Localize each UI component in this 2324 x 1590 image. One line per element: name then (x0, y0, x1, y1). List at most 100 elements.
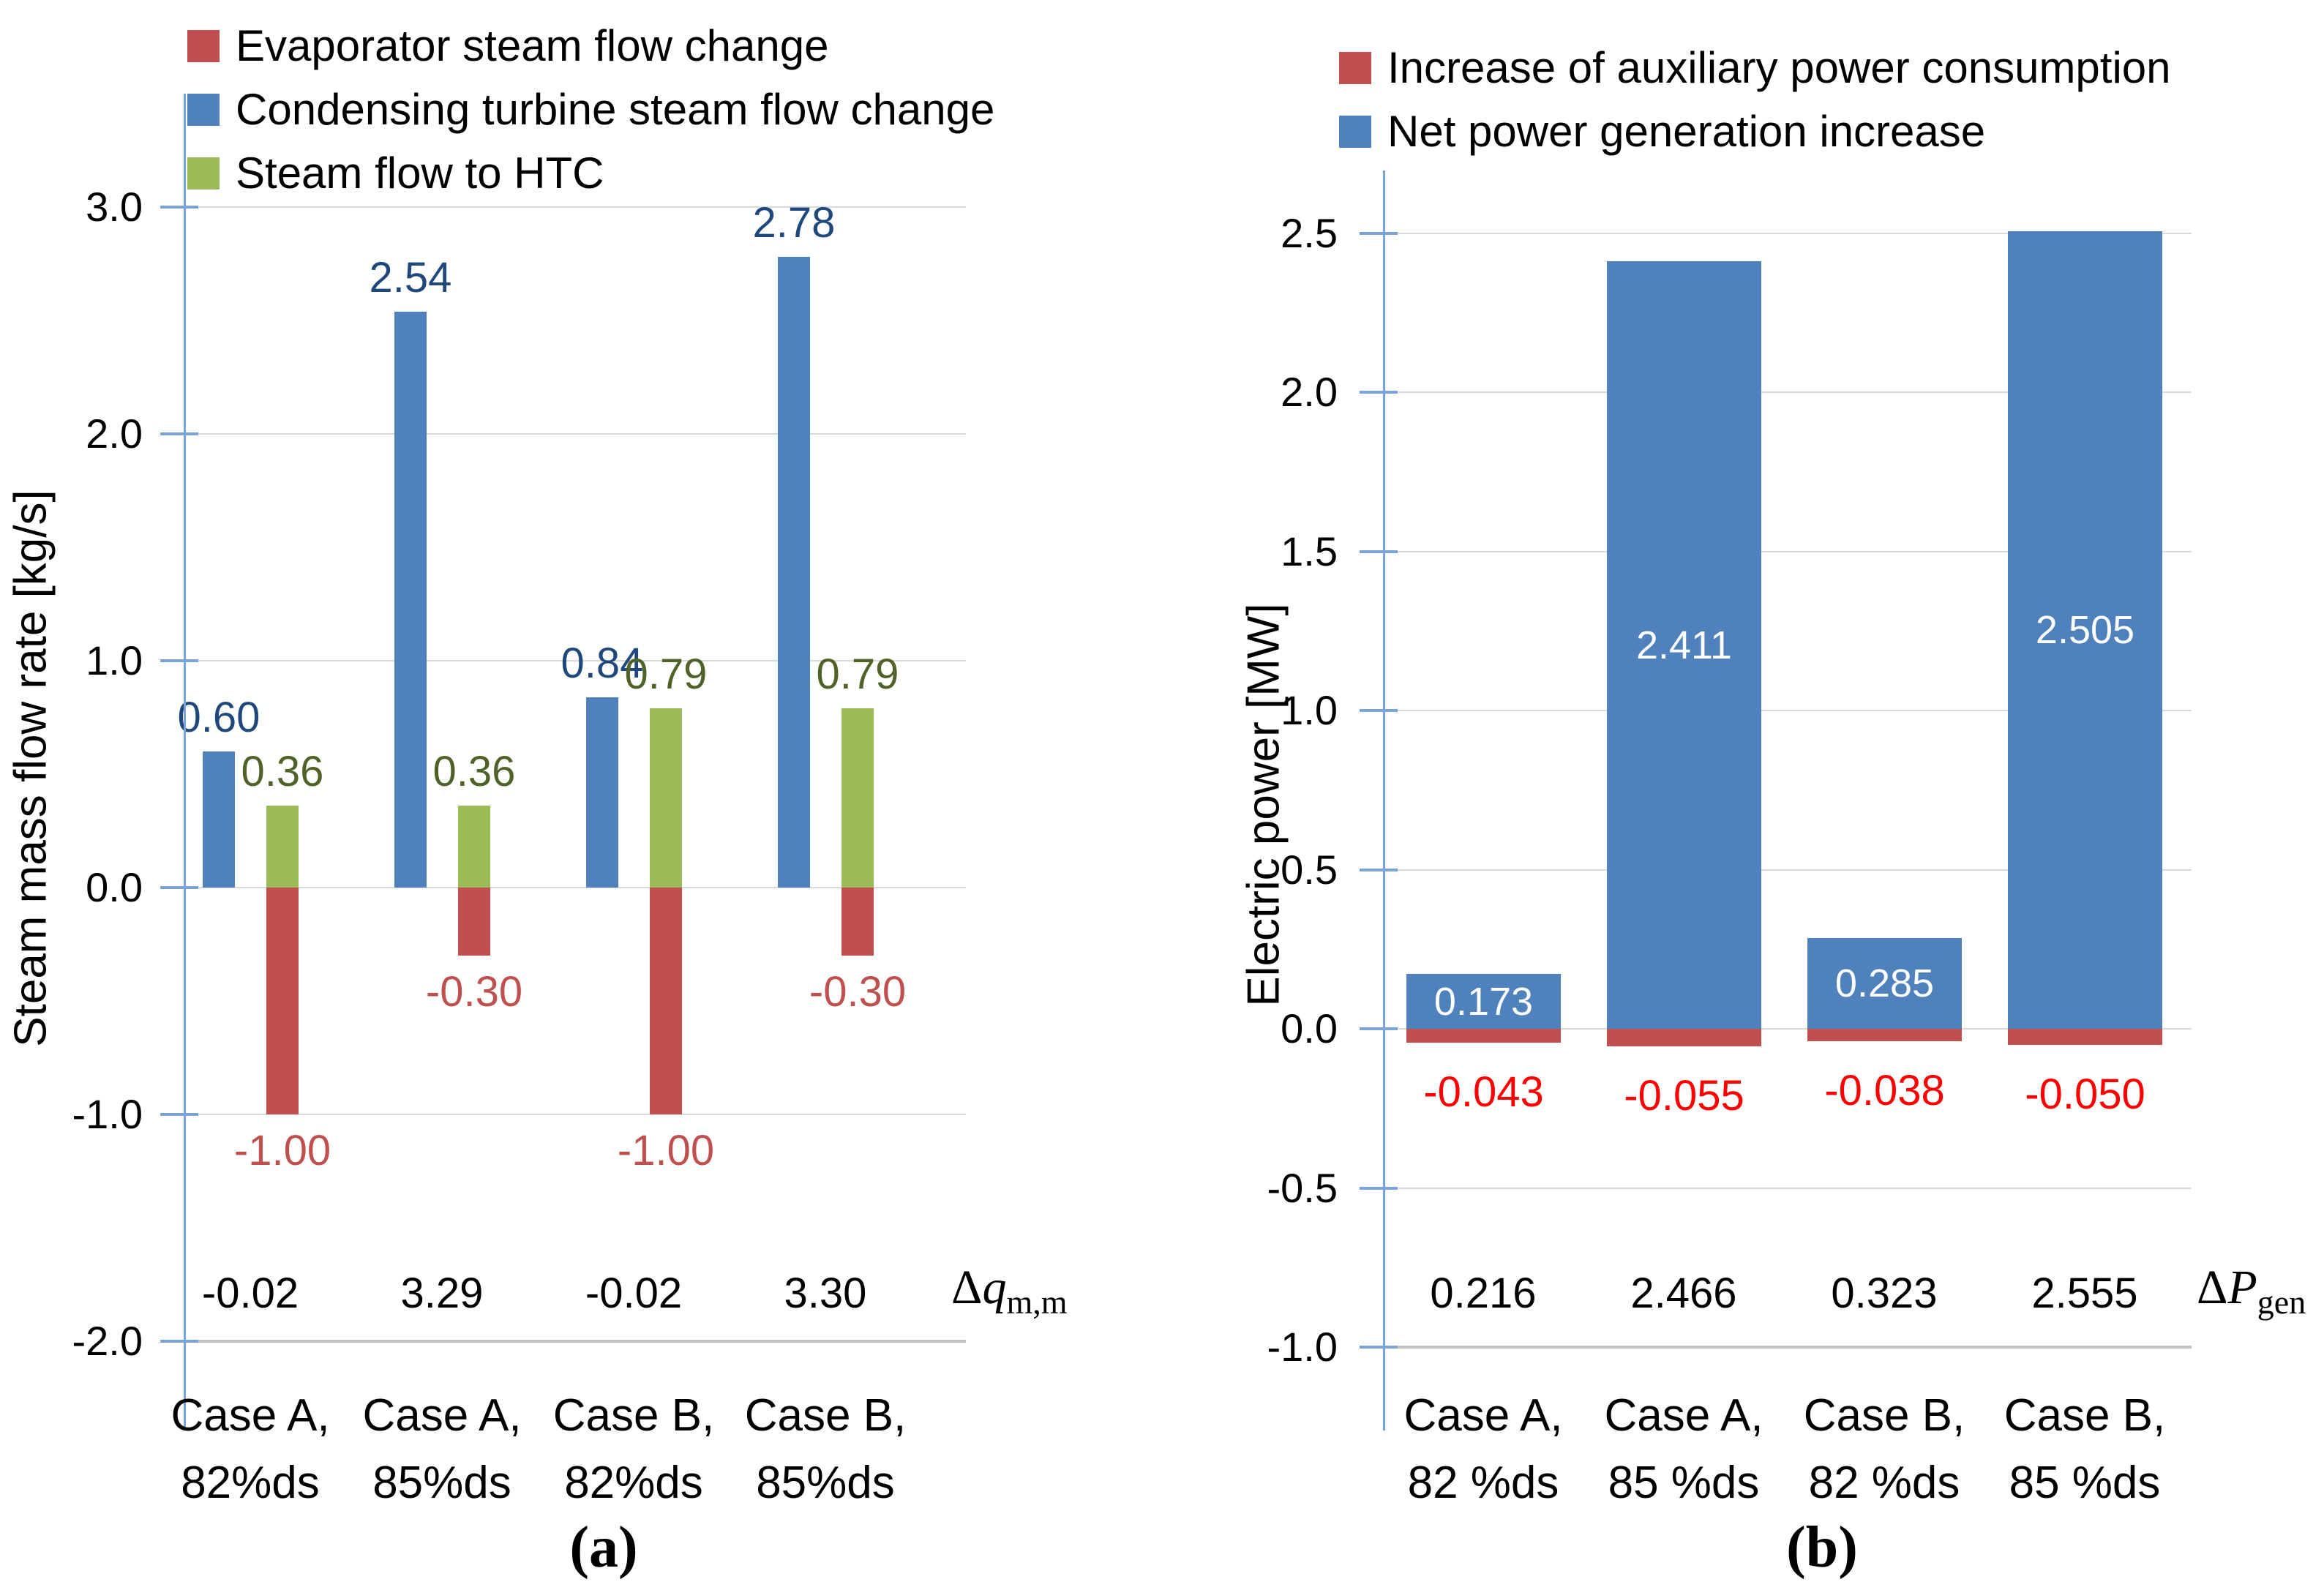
bar-a-series0-group0 (266, 888, 299, 1114)
category-label-line2: 85 %ds (2009, 1458, 2161, 1508)
y-tick-mark (160, 659, 198, 662)
sum-row-value: -0.02 (585, 1270, 683, 1317)
legend-label: Increase of auxiliary power consumption (1387, 43, 2171, 92)
data-label: -0.050 (2025, 1070, 2145, 1118)
sum-row-value: 3.29 (400, 1270, 484, 1317)
legend-label: Condensing turbine steam flow change (236, 85, 995, 134)
gridline-a-0.0 (185, 887, 966, 888)
legend-swatch-icon (1339, 115, 1371, 148)
bar-b-series1-group2 (1807, 938, 1962, 1029)
gridline-a--2.0 (185, 1340, 966, 1343)
y-tick-mark (1360, 231, 1398, 235)
y-tick-label: 0.0 (86, 864, 143, 910)
sum-row-symbol: Δqm,m (951, 1261, 1068, 1321)
bar-a-series0-group3 (841, 888, 874, 956)
y-tick-mark (160, 206, 198, 209)
bar-b-series0-group3 (2008, 1029, 2162, 1045)
bar-a-series1-group1 (394, 312, 427, 888)
y-axis-line (1383, 170, 1385, 1430)
legend-label: Net power generation increase (1387, 107, 1986, 156)
category-label-line2: 82 %ds (1407, 1458, 1559, 1508)
category-label-line1: Case A, (1403, 1390, 1563, 1441)
category-label-line2: 82 %ds (1808, 1458, 1960, 1508)
sum-row-value: 3.30 (784, 1270, 867, 1317)
data-label: -0.30 (809, 968, 907, 1016)
y-tick-mark (1360, 868, 1398, 871)
bar-b-series0-group2 (1807, 1029, 1962, 1041)
legend-label: Evaporator steam flow change (236, 21, 829, 70)
gridline-a-1.0 (185, 660, 966, 661)
data-label: 2.54 (369, 254, 452, 301)
gridline-b-0.0 (1384, 1028, 2192, 1030)
sum-row-value: 0.216 (1430, 1270, 1537, 1317)
data-label: -0.30 (425, 968, 523, 1016)
legend-item: Increase of auxiliary power consumption (1339, 42, 2171, 93)
y-tick-label: 1.0 (86, 637, 143, 683)
legend-swatch-icon (1339, 51, 1371, 84)
legend-swatch-icon (187, 29, 220, 62)
data-label: -1.00 (617, 1127, 715, 1174)
y-tick-label: 3.0 (86, 184, 143, 230)
y-tick-label: 0.5 (1281, 846, 1338, 893)
bar-b-series0-group0 (1406, 1029, 1561, 1043)
gridline-a-2.0 (185, 433, 966, 435)
y-tick-label: -0.5 (1267, 1164, 1338, 1211)
bar-b-series1-group3 (2008, 231, 2162, 1029)
data-label: 2.78 (752, 199, 836, 247)
sum-row-value: -0.02 (201, 1270, 299, 1317)
bar-a-series1-group0 (203, 751, 235, 888)
y-axis-title-b: Electric power [MW] (1238, 603, 1289, 1007)
category-label-line1: Case B, (1803, 1390, 1965, 1441)
sum-row-value: 2.466 (1630, 1270, 1737, 1317)
category-label-line2: 85 %ds (1608, 1458, 1760, 1508)
y-tick-mark (1360, 550, 1398, 553)
y-tick-mark (160, 886, 198, 889)
legend-item: Evaporator steam flow change (187, 20, 828, 71)
bar-a-series1-group3 (778, 257, 810, 888)
bar-b-series0-group1 (1607, 1029, 1761, 1046)
legend-label: Steam flow to HTC (236, 149, 604, 198)
legend-swatch-icon (187, 93, 220, 126)
gridline-b-2.0 (1384, 391, 2192, 393)
legend-swatch-icon (187, 157, 220, 190)
legend-item: Steam flow to HTC (187, 148, 604, 198)
y-tick-mark (1360, 391, 1398, 394)
y-tick-label: -1.0 (72, 1091, 143, 1137)
gridline-a-3.0 (185, 206, 966, 208)
y-tick-label: 1.0 (1281, 687, 1338, 733)
y-tick-label: 1.5 (1281, 528, 1338, 574)
y-tick-label: -2.0 (72, 1318, 143, 1364)
y-tick-label: 2.5 (1281, 209, 1338, 256)
y-tick-label: 0.0 (1281, 1005, 1338, 1051)
legend-item: Condensing turbine steam flow change (187, 84, 994, 135)
bar-b-series1-group1 (1607, 261, 1761, 1029)
bar-a-series0-group2 (650, 888, 682, 1114)
category-label-line1: Case B, (744, 1390, 907, 1441)
y-tick-mark (160, 1340, 198, 1343)
gridline-a--1.0 (185, 1114, 966, 1115)
data-label: 0.285 (1834, 961, 1935, 1005)
category-label-line1: Case B, (2003, 1390, 2166, 1441)
y-tick-label: 2.0 (1281, 369, 1338, 415)
category-label-line2: 85%ds (756, 1458, 895, 1508)
gridline-b--1.0 (1384, 1346, 2192, 1349)
bar-a-series2-group1 (458, 806, 490, 888)
y-tick-label: 2.0 (86, 410, 143, 457)
bar-a-series0-group1 (458, 888, 490, 956)
y-tick-mark (1360, 709, 1398, 712)
bar-a-series2-group0 (266, 806, 299, 888)
data-label: 2.411 (1635, 623, 1733, 667)
category-label-line2: 82%ds (564, 1458, 703, 1508)
data-label: 0.84 (561, 640, 644, 687)
category-label-line1: Case A, (362, 1390, 522, 1441)
gridline-b-1.5 (1384, 550, 2192, 552)
bar-a-series1-group2 (586, 697, 618, 888)
legend-item: Net power generation increase (1339, 106, 1985, 157)
caption-a: (a) (569, 1515, 638, 1580)
gridline-b-1.0 (1384, 710, 2192, 711)
data-label: 0.60 (177, 694, 260, 741)
category-label-line1: Case B, (552, 1390, 715, 1441)
data-label: 0.36 (241, 748, 324, 795)
data-label: 0.173 (1433, 979, 1534, 1024)
data-label: 2.505 (2035, 608, 2135, 652)
